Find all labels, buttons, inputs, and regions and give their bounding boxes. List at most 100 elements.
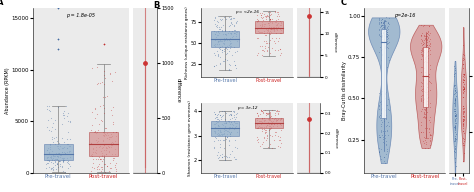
Point — [268, 145, 276, 148]
Point — [272, 13, 280, 16]
Point — [219, 133, 227, 136]
Point — [231, 50, 238, 53]
Point — [61, 118, 68, 121]
Point — [59, 154, 67, 157]
Point — [47, 163, 55, 166]
Point — [49, 154, 57, 157]
Point — [108, 138, 116, 141]
Point — [268, 120, 275, 123]
Point — [227, 16, 235, 19]
Point — [226, 53, 234, 56]
Point — [215, 131, 222, 134]
Point — [424, 89, 431, 92]
Point — [98, 146, 106, 149]
Point — [109, 80, 117, 83]
Point — [451, 138, 459, 141]
Point — [273, 31, 281, 34]
Point — [451, 114, 459, 118]
Point — [216, 40, 224, 43]
Point — [452, 113, 459, 116]
Point — [61, 149, 68, 152]
Point — [460, 86, 467, 89]
Point — [255, 21, 263, 24]
Point — [379, 30, 387, 33]
Point — [52, 170, 60, 173]
Point — [380, 156, 387, 159]
Point — [45, 147, 53, 150]
Point — [107, 154, 115, 157]
Point — [451, 100, 459, 103]
Point — [253, 110, 261, 113]
Point — [459, 62, 467, 65]
Point — [107, 148, 115, 151]
Point — [214, 18, 222, 21]
Point — [460, 118, 468, 121]
Point — [384, 55, 392, 59]
Point — [264, 121, 272, 124]
Point — [261, 130, 268, 133]
Point — [226, 118, 234, 121]
Point — [384, 98, 392, 101]
Point — [253, 119, 261, 122]
Point — [266, 30, 273, 33]
Point — [418, 38, 426, 41]
Point — [422, 90, 430, 93]
Point — [98, 165, 105, 168]
Point — [101, 168, 109, 171]
Point — [451, 125, 459, 128]
Point — [98, 168, 106, 171]
Point — [259, 17, 266, 20]
Point — [426, 133, 433, 137]
Point — [253, 144, 261, 147]
Point — [52, 166, 59, 169]
Point — [227, 40, 234, 43]
Point — [267, 125, 275, 128]
Point — [99, 142, 107, 146]
Point — [258, 118, 266, 121]
Point — [233, 40, 240, 43]
Point — [419, 46, 427, 49]
Point — [417, 41, 425, 44]
Point — [380, 35, 387, 38]
Point — [215, 40, 223, 43]
Point — [420, 39, 428, 42]
Point — [273, 22, 280, 25]
Point — [227, 38, 235, 41]
Point — [50, 154, 57, 157]
Point — [91, 112, 98, 115]
Point — [460, 109, 468, 112]
Point — [96, 115, 104, 118]
Point — [255, 28, 263, 31]
Point — [266, 43, 273, 46]
Point — [222, 125, 230, 128]
Point — [100, 133, 108, 137]
Point — [266, 127, 273, 130]
Point — [254, 126, 261, 129]
Point — [273, 124, 281, 127]
Point — [91, 146, 99, 149]
Point — [230, 22, 237, 25]
Point — [257, 114, 264, 117]
Point — [378, 34, 385, 37]
Point — [384, 22, 392, 25]
Point — [229, 22, 237, 25]
Point — [421, 58, 429, 61]
Point — [418, 48, 426, 51]
Point — [262, 116, 269, 119]
Point — [257, 113, 265, 116]
Point — [383, 29, 390, 32]
Point — [264, 121, 272, 124]
Point — [451, 144, 458, 147]
Point — [222, 51, 230, 55]
Point — [378, 120, 386, 123]
Point — [228, 35, 235, 38]
Point — [419, 40, 427, 43]
Point — [271, 118, 278, 121]
Point — [264, 119, 272, 122]
Point — [459, 73, 467, 76]
Point — [226, 156, 234, 159]
Point — [377, 103, 384, 106]
Point — [264, 146, 272, 149]
Point — [55, 147, 63, 151]
Point — [384, 133, 392, 136]
